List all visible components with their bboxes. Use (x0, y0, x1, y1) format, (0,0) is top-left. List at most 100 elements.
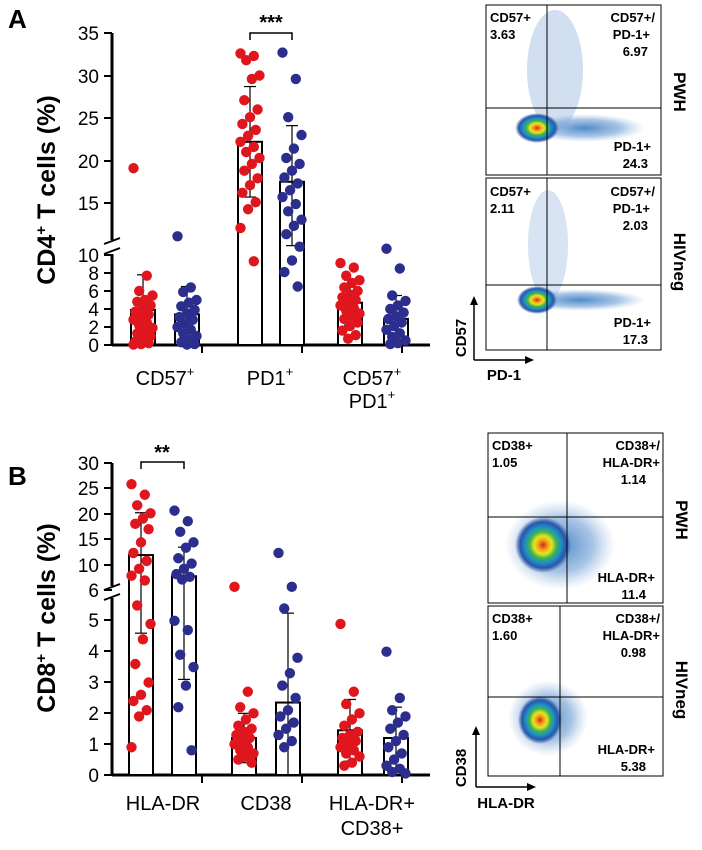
flow-condition-label: HIVneg (670, 233, 689, 292)
data-point (400, 768, 411, 779)
y-ticks-upper-a: 15 20 25 30 35 (78, 24, 112, 215)
flow-y-arrowhead (472, 726, 480, 735)
data-point (294, 241, 305, 252)
data-point (145, 508, 156, 519)
data-point (239, 165, 250, 176)
data-point (132, 600, 143, 611)
data-point (387, 290, 398, 301)
quadrant-ur-value: 0.98 (621, 645, 646, 660)
significance-stars: ** (154, 442, 170, 464)
axis-break-mark-b (103, 593, 121, 601)
data-point (381, 646, 392, 657)
data-point (273, 729, 284, 741)
data-point (346, 714, 358, 725)
flow-density-blob (517, 286, 557, 314)
data-point (126, 570, 137, 581)
y-tick-label: 4 (88, 642, 99, 663)
data-point (173, 701, 184, 713)
data-point (277, 47, 288, 58)
y-axis-title-rest: T cells (%) (33, 523, 61, 654)
flow-condition-label: PWH (672, 500, 691, 540)
data-point (141, 705, 152, 716)
x-category-labels-b: HLA-DR CD38 HLA-DR+ CD38+ (126, 793, 415, 840)
data-point (128, 695, 139, 707)
quadrant-ur-value: 1.14 (621, 472, 647, 487)
data-point (239, 94, 250, 106)
quadrant-ur-name: CD38+/ (616, 611, 661, 626)
x-category-label: HLA-DR+ (329, 793, 415, 815)
data-point (137, 513, 149, 524)
data-point (250, 196, 261, 208)
data-point (348, 262, 359, 273)
data-point (385, 303, 396, 315)
data-point (250, 124, 261, 136)
y-tick-label: 25 (78, 479, 99, 500)
data-point (381, 324, 392, 335)
panel-letter-b: B (8, 461, 27, 491)
y-axis-title-sup: + (33, 654, 50, 663)
flow-condition-label: PWH (670, 72, 689, 112)
quadrant-ur-name-2: HLA-DR+ (603, 455, 661, 470)
data-point (383, 742, 394, 753)
significance-stars: *** (259, 12, 283, 34)
data-point (286, 581, 297, 593)
data-point (182, 624, 193, 636)
quadrant-ul-value: 3.63 (490, 27, 515, 42)
flow-density-smear (528, 190, 568, 300)
data-point (284, 668, 296, 679)
data-point (132, 500, 143, 511)
data-point (175, 526, 186, 537)
data-point (288, 220, 300, 232)
y-tick-label: 8 (88, 264, 99, 285)
significance-bracket-line (140, 461, 185, 469)
quadrant-lr-name: HLA-DR+ (598, 570, 656, 585)
quadrant-ur-name: CD57+/ (611, 10, 656, 25)
data-point (341, 698, 352, 710)
data-point (273, 547, 284, 559)
data-point (176, 301, 187, 312)
axis-break-mark-a (103, 237, 121, 245)
data-point (252, 173, 263, 184)
y-tick-label: 15 (78, 194, 99, 215)
data-point (134, 285, 145, 297)
flow-plot-b-hivneg: CD38+ 1.60 CD38+/ HLA-DR+ 0.98 HLA-DR+ 5… (487, 605, 691, 777)
data-point (242, 130, 254, 142)
data-point (178, 563, 190, 575)
data-point (292, 652, 303, 664)
flow-density-blob (515, 517, 571, 573)
data-point (126, 742, 137, 753)
data-point (296, 214, 307, 225)
y-tick-label: 20 (78, 152, 99, 173)
data-point (354, 708, 365, 719)
data-point (354, 751, 365, 762)
significance-bracket-line (249, 32, 293, 40)
data-point (275, 711, 286, 722)
data-point (279, 266, 290, 278)
flow-y-arrowhead (470, 296, 478, 305)
data-point (235, 136, 246, 147)
data-point (180, 542, 192, 553)
data-point (281, 229, 292, 240)
y-tick-label: 2 (88, 318, 99, 339)
data-point (282, 705, 294, 716)
data-point (188, 661, 199, 673)
data-point (290, 198, 301, 210)
data-point (188, 537, 199, 548)
data-point (128, 339, 139, 350)
data-point (235, 48, 246, 59)
data-point (189, 338, 200, 350)
data-point (240, 714, 252, 725)
data-point (185, 282, 196, 293)
y-axis-title-main: CD8 (33, 663, 61, 713)
data-point (242, 204, 254, 215)
data-point (178, 286, 189, 298)
quadrant-ul-value: 2.11 (490, 201, 515, 216)
quadrant-lr-name: PD-1+ (614, 315, 652, 330)
quadrant-ul-name: CD38+ (492, 438, 533, 453)
data-point (296, 129, 307, 141)
data-point (241, 55, 252, 66)
data-point (292, 178, 303, 189)
y-axis-title-main: CD4 (33, 235, 61, 285)
y-tick-label: 2 (88, 704, 99, 725)
